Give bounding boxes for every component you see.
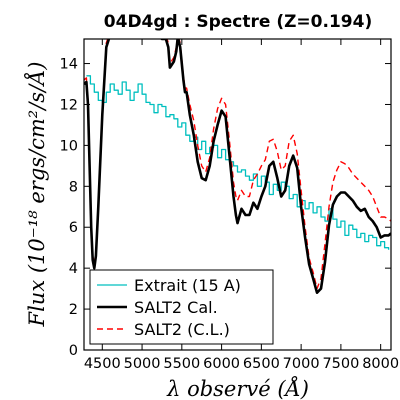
y-tick-label: 8 <box>69 179 78 195</box>
legend: Extrait (15 A) SALT2 Cal. SALT2 (C.L.) <box>89 269 274 345</box>
series-line-1 <box>84 39 391 294</box>
x-tick-label: 6000 <box>203 356 240 372</box>
series-line-2 <box>84 39 391 290</box>
y-tick-label: 10 <box>60 138 78 154</box>
x-tick-label: 7500 <box>322 356 359 372</box>
y-tick-label: 4 <box>69 261 78 277</box>
x-tick-label: 7000 <box>283 356 320 372</box>
chart-title: 04D4gd : Spectre (Z=0.194) <box>104 12 372 32</box>
x-axis-label: λ observé (Å) <box>166 376 309 400</box>
x-tick-label: 8000 <box>362 356 399 372</box>
y-tick-label: 12 <box>60 97 78 113</box>
series-line-0 <box>86 75 390 250</box>
y-tick-label: 6 <box>69 220 78 236</box>
y-tick-label: 2 <box>69 302 78 318</box>
x-tick-label: 6500 <box>243 356 280 372</box>
legend-label-2: SALT2 (C.L.) <box>134 320 230 339</box>
x-tick-label: 4500 <box>84 356 121 372</box>
y-tick-label: 0 <box>69 343 78 359</box>
y-axis: 0 2 4 6 8 10 12 14 <box>60 57 391 359</box>
x-axis: 4500 5000 5500 6000 6500 7000 7500 8000 <box>84 39 399 372</box>
legend-label-1: SALT2 Cal. <box>134 298 218 317</box>
plot-frame <box>83 38 392 351</box>
series-layer <box>84 39 391 294</box>
legend-label-0: Extrait (15 A) <box>134 276 241 295</box>
x-tick-label: 5500 <box>163 356 200 372</box>
y-tick-label: 14 <box>60 57 78 73</box>
x-tick-label: 5000 <box>124 356 161 372</box>
y-axis-label: Flux (10⁻¹⁸ ergs/cm²/s/Å) <box>24 62 49 328</box>
